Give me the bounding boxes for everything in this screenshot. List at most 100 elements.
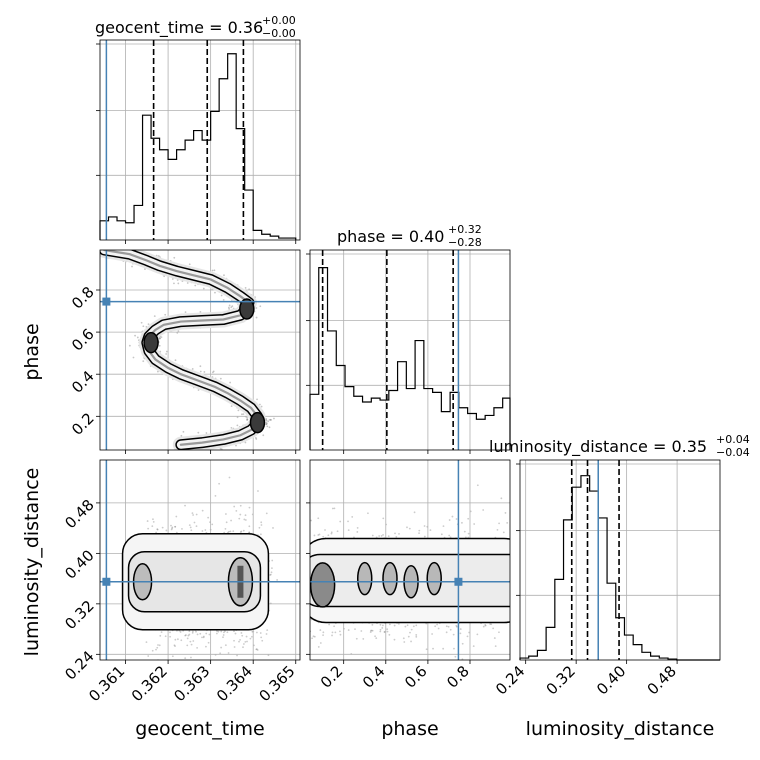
- sample-point: [492, 627, 495, 630]
- marks-layer: [99, 40, 720, 661]
- sample-point: [171, 526, 174, 529]
- sample-point: [242, 529, 245, 532]
- sample-point: [233, 630, 235, 633]
- sample-point: [407, 635, 410, 638]
- contour-inner: [382, 561, 398, 596]
- sample-point: [260, 524, 263, 526]
- sample-point: [196, 633, 199, 636]
- sample-point: [455, 624, 458, 627]
- sample-point: [229, 381, 232, 384]
- density-band-outer: [100, 250, 266, 450]
- sample-point: [260, 521, 263, 524]
- sample-point: [354, 628, 356, 631]
- sample-point: [211, 523, 214, 526]
- sample-point: [106, 241, 108, 243]
- sample-point: [222, 636, 224, 639]
- sample-point: [248, 531, 251, 534]
- sample-point: [222, 299, 225, 301]
- sample-point: [151, 649, 154, 652]
- sample-point: [196, 646, 199, 649]
- sample-point: [173, 282, 175, 285]
- sample-point: [259, 632, 262, 634]
- histogram-geocent-time: [99, 53, 297, 240]
- sample-point: [192, 640, 195, 642]
- sample-point: [199, 632, 202, 635]
- sample-point: [347, 529, 350, 532]
- sample-point: [333, 507, 336, 510]
- sample-point: [412, 625, 415, 628]
- sample-point: [256, 398, 258, 401]
- sample-point: [455, 625, 458, 628]
- sample-point: [461, 658, 464, 660]
- sample-point: [383, 631, 386, 634]
- sample-point: [395, 536, 398, 538]
- sample-point: [351, 516, 354, 518]
- sample-point: [202, 635, 205, 638]
- sample-point: [191, 631, 194, 634]
- sample-point: [319, 629, 322, 631]
- sample-point: [205, 432, 208, 434]
- sample-point: [370, 629, 373, 632]
- sample-point: [185, 634, 187, 636]
- sample-point: [310, 519, 312, 522]
- sample-point: [268, 426, 271, 429]
- sample-point: [402, 637, 405, 640]
- sample-point: [394, 532, 396, 535]
- sample-point: [244, 640, 247, 643]
- sample-point: [201, 530, 204, 532]
- sample-point: [164, 313, 167, 316]
- sample-point: [437, 627, 440, 630]
- sample-point: [251, 635, 253, 638]
- sample-point: [227, 652, 230, 654]
- sample-point: [220, 294, 223, 297]
- sample-point: [381, 624, 384, 627]
- sample-point: [171, 655, 174, 658]
- sample-point: [324, 529, 326, 531]
- sample-point: [192, 514, 195, 516]
- sample-point: [482, 625, 485, 628]
- sample-point: [371, 629, 374, 632]
- sample-point: [239, 638, 241, 641]
- sample-point: [317, 534, 320, 536]
- sample-point: [201, 509, 204, 512]
- sample-point: [265, 421, 267, 424]
- sample-point: [410, 640, 412, 643]
- sample-point: [398, 532, 400, 535]
- sample-point: [230, 405, 233, 407]
- sample-point: [367, 512, 369, 515]
- sample-point: [182, 430, 185, 433]
- sample-point: [436, 623, 438, 626]
- sample-point: [158, 337, 161, 340]
- sample-point: [445, 625, 448, 628]
- sample-point: [484, 623, 487, 626]
- sample-point: [177, 282, 180, 285]
- sample-point: [184, 657, 187, 660]
- sample-point: [243, 518, 246, 521]
- sample-point: [311, 637, 313, 640]
- contour-inner: [356, 561, 373, 596]
- sample-point: [142, 360, 145, 363]
- sample-point: [255, 307, 258, 309]
- sample-point: [276, 579, 279, 581]
- histogram-luminosity-distance: [519, 475, 720, 661]
- sample-point: [265, 633, 268, 635]
- sample-point: [186, 644, 189, 647]
- sample-point: [257, 490, 259, 492]
- sample-point: [186, 637, 189, 640]
- sample-point: [322, 631, 325, 634]
- sample-point: [174, 525, 177, 528]
- sample-point: [466, 635, 469, 638]
- sample-point: [410, 628, 413, 631]
- sample-point: [240, 530, 243, 533]
- sample-point: [240, 632, 243, 634]
- sample-point: [237, 409, 240, 412]
- sample-point: [454, 655, 457, 658]
- sample-point: [120, 244, 122, 246]
- sample-point: [356, 527, 359, 529]
- sample-point: [403, 641, 406, 643]
- sample-point: [205, 645, 207, 648]
- sample-point: [331, 631, 334, 634]
- sample-point: [223, 631, 225, 634]
- sample-point: [432, 647, 434, 650]
- sample-point: [153, 315, 156, 318]
